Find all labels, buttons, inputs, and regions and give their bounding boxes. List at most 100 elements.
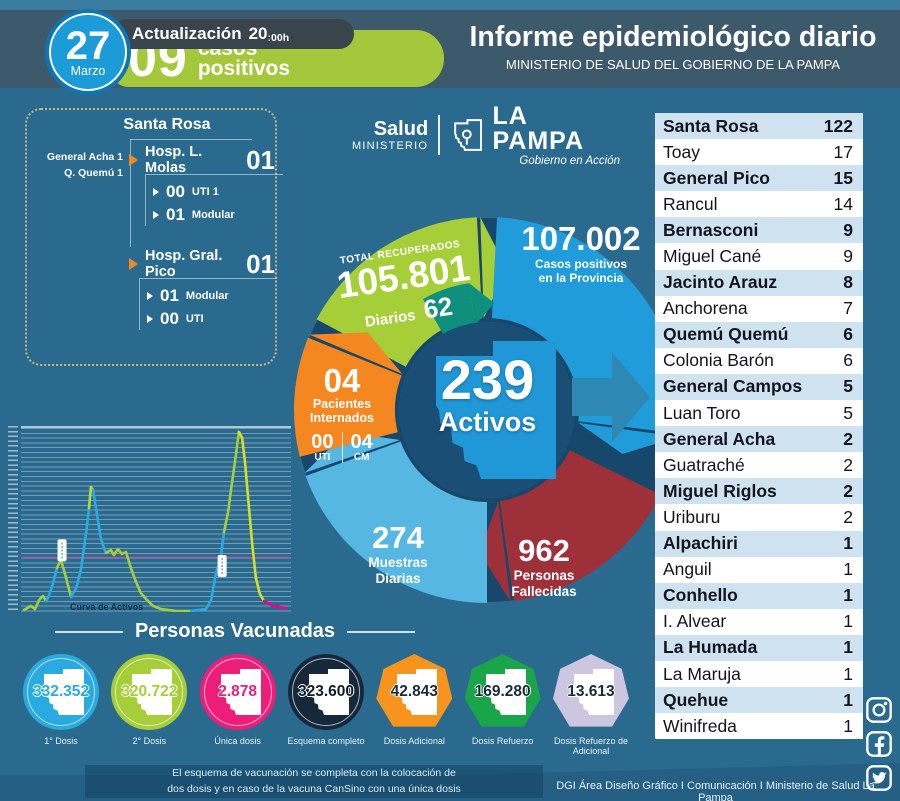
- active-stat: 239 Activos: [438, 348, 537, 437]
- la-pampa-map-icon: [220, 669, 261, 715]
- instagram-icon[interactable]: [865, 696, 893, 724]
- locality-count: 1: [843, 533, 853, 554]
- locality-count: 9: [843, 246, 853, 267]
- arrow-right-icon: [147, 314, 153, 323]
- locality-count: 2: [843, 506, 853, 527]
- locality-name: Anchorena: [663, 298, 748, 319]
- badge-value: 169.280: [474, 683, 531, 700]
- update-minutes: :00h: [267, 32, 290, 44]
- vaccination-badge: 323.600 Esquema completo: [285, 654, 367, 757]
- locality-name: Winifreda: [663, 715, 737, 736]
- locality-count: 2: [843, 454, 853, 475]
- table-row: Luan Toro 5: [655, 400, 863, 427]
- table-row: La Humada 1: [655, 634, 863, 661]
- curve-segment: [69, 506, 91, 599]
- locality-name: Conhello: [663, 585, 738, 606]
- locality-count: 9: [843, 219, 853, 240]
- hospital-sub-list: 00 UTI 1 01 Modular: [145, 174, 283, 226]
- arrow-right-icon: [129, 154, 138, 166]
- wedge-deaths: [499, 450, 661, 602]
- other-localities-note: General Acha 1 Q. Quemú 1: [46, 151, 123, 179]
- locality-name: General Pico: [663, 167, 770, 188]
- table-row: La Maruja 1: [655, 660, 863, 688]
- la-pampa-map-icon: [308, 669, 349, 715]
- heading-rule: [54, 630, 123, 633]
- report-title-block: Informe epidemiológico diario MINISTERIO…: [448, 22, 898, 72]
- badge-label: Dosis Adicional: [383, 736, 445, 746]
- locality-name: La Humada: [663, 637, 758, 658]
- cycle-accent-arrow: [423, 283, 476, 336]
- hospital-panel-title: Santa Rosa: [123, 116, 211, 133]
- hospital-sub-row: 00 UTI 1: [153, 180, 283, 203]
- top-strip: [0, 0, 900, 10]
- la-pampa-map-icon: [454, 119, 483, 151]
- logo-ministerio: MINISTERIO: [352, 139, 429, 152]
- hospital-sub-row: 00 UTI: [147, 307, 277, 330]
- table-row: Bernasconi 9: [655, 217, 863, 244]
- curve-svg: [21, 430, 291, 613]
- tree-connector: [130, 139, 252, 140]
- table-row: General Pico 15: [655, 165, 863, 192]
- locality-name: Anguil: [663, 559, 712, 580]
- vaccination-badges: 332.352 1° Dosis 320.722 2° Dosis 2.878 Única…: [20, 654, 632, 757]
- vaccination-badge: 169.280 Dosis Refuerzo: [462, 654, 544, 757]
- badge-value: 320.722: [121, 683, 178, 700]
- heptagon-badge-shape: 13.613: [552, 654, 629, 727]
- la-pampa-map-icon: [397, 669, 438, 715]
- badge-value: 323.600: [297, 683, 354, 700]
- badge-value: 332.352: [32, 683, 90, 700]
- hospitalized-stat: 04 Pacientes Internados 00 UTI 04 CM: [310, 362, 374, 463]
- table-row: Anguil 1: [655, 556, 863, 583]
- locality-name: General Campos: [663, 376, 803, 397]
- arrow-right-icon: [147, 291, 153, 300]
- vaccination-badge: 42.843 Dosis Adicional: [373, 654, 455, 757]
- update-label: Actualización: [132, 24, 242, 43]
- twitter-icon[interactable]: [865, 764, 893, 792]
- locality-count: 122: [823, 115, 853, 136]
- update-time-pill: Actualización 20 :00h: [112, 19, 354, 49]
- curve-segment: [104, 547, 193, 613]
- plot-area: [21, 426, 291, 613]
- hospital-group: Hosp. Gral. Pico 01: [129, 248, 275, 280]
- samples-stat: 274 Muestras Diarias: [368, 520, 428, 587]
- hospitalized-panel: Santa Rosa General Acha 1 Q. Quemú 1 Hos…: [25, 108, 283, 366]
- vaccination-heading: Personas Vacunadas: [35, 620, 435, 643]
- cases-by-locality-table: Santa Rosa 122 Toay 17 General Pico 15 Rancul 1…: [655, 113, 863, 740]
- locality-count: 1: [843, 637, 853, 658]
- wedge-arrow-icon: [479, 501, 511, 602]
- curve-segment: [22, 594, 48, 612]
- la-pampa-map-icon: [44, 669, 84, 715]
- arrow-right-icon: [153, 187, 159, 196]
- arrow-right-icon: [129, 258, 138, 270]
- locality-count: 8: [843, 272, 853, 293]
- badge-value: 13.613: [567, 683, 615, 700]
- cycle-accent-arrow-tip: [469, 283, 495, 325]
- table-row: Miguel Riglos 2: [655, 478, 863, 505]
- vaccination-badge: 332.352 1° Dosis: [20, 654, 102, 757]
- la-pampa-map-icon: [132, 669, 173, 715]
- table-row: Alpachiri 1: [655, 530, 863, 557]
- table-row: General Acha 2: [655, 426, 863, 453]
- table-row: Colonia Barón 6: [655, 347, 863, 374]
- locality-name: General Acha: [663, 428, 776, 449]
- logo-tagline: Gobierno en Acción: [519, 154, 620, 167]
- facebook-icon[interactable]: [865, 730, 893, 758]
- curve-segment: [189, 530, 226, 613]
- date-badge: 27 Marzo: [45, 9, 131, 95]
- heptagon-badge-shape: 42.843: [376, 654, 453, 727]
- wedge-samples: [305, 441, 487, 603]
- locality-name: Luan Toro: [663, 402, 741, 423]
- badge-label: Dosis Refuerzo: [471, 736, 534, 746]
- circle-badge-shape: 320.722: [111, 654, 188, 730]
- table-row: Uriburu 2: [655, 504, 863, 531]
- locality-name: I. Alvear: [663, 611, 727, 632]
- locality-name: Rancul: [663, 193, 718, 214]
- social-links: [865, 696, 893, 792]
- date-day: 27: [65, 24, 111, 68]
- locality-name: Toay: [663, 141, 700, 162]
- wedge-arrow-icon: [480, 217, 507, 319]
- curve-segment: [44, 566, 59, 603]
- table-row: Quemú Quemú 6: [655, 321, 863, 348]
- locality-count: 6: [843, 324, 853, 345]
